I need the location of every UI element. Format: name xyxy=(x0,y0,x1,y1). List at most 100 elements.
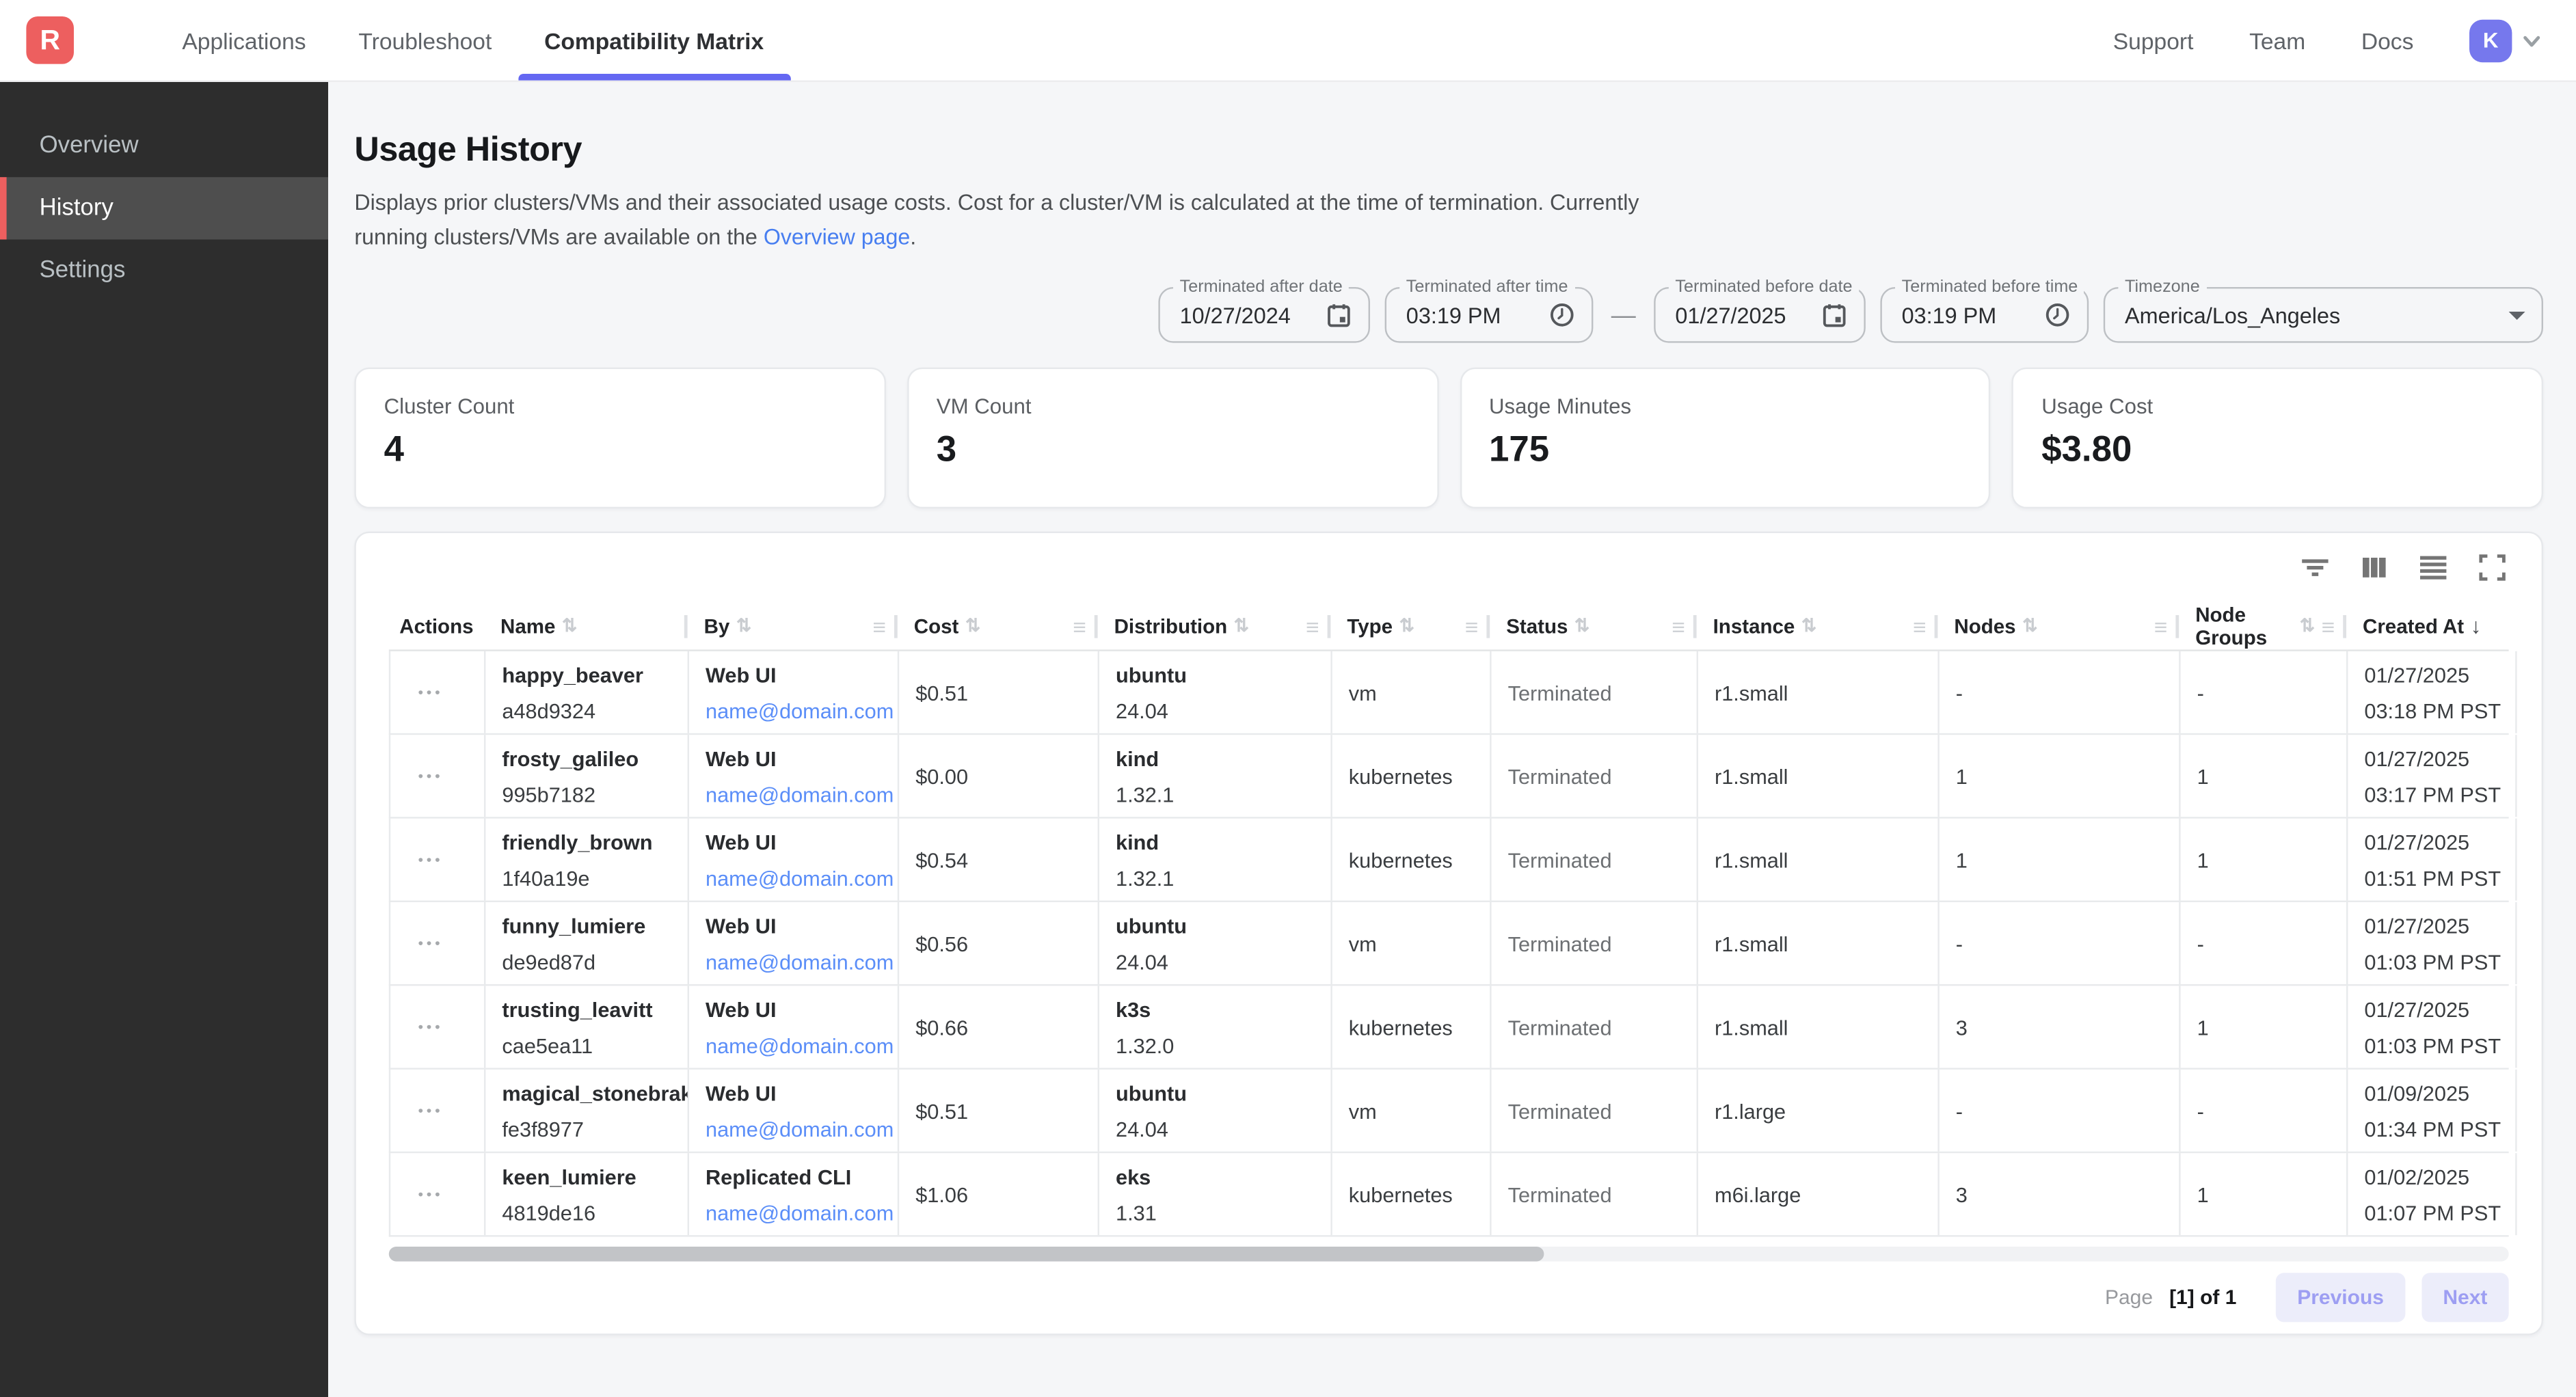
previous-page-button[interactable]: Previous xyxy=(2276,1273,2405,1322)
avatar[interactable]: K xyxy=(2469,19,2512,62)
column-header-name[interactable]: Name⇅ xyxy=(484,602,688,650)
created-by-email[interactable]: name@domain.com xyxy=(706,1033,885,1057)
overview-page-link[interactable]: Overview page xyxy=(764,225,910,249)
calendar-icon[interactable] xyxy=(1821,302,1847,328)
column-header-actions[interactable]: Actions xyxy=(389,602,484,650)
column-menu-icon[interactable]: ≡ xyxy=(1306,614,1319,638)
clock-icon[interactable] xyxy=(2044,302,2070,328)
columns-icon[interactable] xyxy=(2358,551,2391,584)
created-by-email[interactable]: name@domain.com xyxy=(706,1116,885,1141)
row-actions-icon[interactable]: ••• xyxy=(418,935,443,951)
nav-link-support[interactable]: Support xyxy=(2113,27,2194,53)
date-range-dash: — xyxy=(1608,301,1639,329)
column-menu-icon[interactable]: ≡ xyxy=(2322,614,2335,638)
column-header-nodes[interactable]: Nodes⇅≡ xyxy=(1937,602,2179,650)
field-label: Timezone xyxy=(2118,277,2206,297)
sort-icon[interactable]: ⇅ xyxy=(2022,615,2037,636)
created-date: 01/27/2025 xyxy=(2364,746,2502,770)
column-menu-icon[interactable]: ≡ xyxy=(2154,614,2168,638)
sort-desc-icon[interactable]: ↓ xyxy=(2471,614,2482,638)
timezone-select[interactable]: Timezone America/Los_Angeles xyxy=(2104,287,2543,343)
distribution-name: ubuntu xyxy=(1116,662,1317,686)
row-actions-icon[interactable]: ••• xyxy=(418,684,443,701)
chevron-down-icon[interactable] xyxy=(2520,29,2543,52)
name-cell: magical_stonebrakerfe3f8977 xyxy=(485,1070,689,1152)
row-actions-button[interactable]: ••• xyxy=(390,819,485,901)
column-menu-icon[interactable]: ≡ xyxy=(1672,614,1685,638)
column-menu-icon[interactable]: ≡ xyxy=(1073,614,1086,638)
nav-link-team[interactable]: Team xyxy=(2249,27,2305,53)
row-actions-button[interactable]: ••• xyxy=(390,1153,485,1235)
row-actions-icon[interactable]: ••• xyxy=(418,852,443,868)
instance-cell: r1.small xyxy=(1698,986,1940,1068)
column-menu-icon[interactable]: ≡ xyxy=(1465,614,1479,638)
filter-icon[interactable] xyxy=(2298,551,2331,584)
sort-icon[interactable]: ⇅ xyxy=(1574,615,1589,636)
created-by-email[interactable]: name@domain.com xyxy=(706,698,885,722)
row-actions-icon[interactable]: ••• xyxy=(418,1186,443,1202)
distribution-name: k3s xyxy=(1116,996,1317,1021)
horizontal-scrollbar[interactable] xyxy=(389,1247,2509,1262)
nav-link-docs[interactable]: Docs xyxy=(2361,27,2414,53)
node-groups-value: - xyxy=(2197,931,2333,955)
density-icon[interactable] xyxy=(2417,551,2450,584)
created-by-email[interactable]: name@domain.com xyxy=(706,1200,885,1225)
user-menu[interactable]: K xyxy=(2469,19,2543,62)
row-actions-icon[interactable]: ••• xyxy=(418,768,443,784)
fullscreen-icon[interactable] xyxy=(2476,551,2509,584)
column-header-node-groups[interactable]: Node Groups⇅≡ xyxy=(2179,602,2346,650)
row-actions-button[interactable]: ••• xyxy=(390,1070,485,1152)
row-actions-button[interactable]: ••• xyxy=(390,735,485,817)
clock-icon[interactable] xyxy=(1549,302,1575,328)
terminated-after-date-field[interactable]: Terminated after date 10/27/2024 xyxy=(1158,287,1370,343)
terminated-before-time-field[interactable]: Terminated before time 03:19 PM xyxy=(1880,287,2089,343)
sort-icon[interactable]: ⇅ xyxy=(1399,615,1414,636)
sort-icon[interactable]: ⇅ xyxy=(1801,615,1816,636)
next-page-button[interactable]: Next xyxy=(2421,1273,2508,1322)
row-actions-icon[interactable]: ••• xyxy=(418,1018,443,1035)
calendar-icon[interactable] xyxy=(1326,302,1352,328)
column-menu-icon[interactable]: ≡ xyxy=(1913,614,1927,638)
page-value: [1] of 1 xyxy=(2169,1286,2236,1310)
column-header-by[interactable]: By⇅≡ xyxy=(688,602,898,650)
tab-applications[interactable]: Applications xyxy=(156,0,332,81)
row-actions-button[interactable]: ••• xyxy=(390,902,485,984)
field-value: 10/27/2024 xyxy=(1180,303,1291,327)
column-header-distribution[interactable]: Distribution⇅≡ xyxy=(1098,602,1331,650)
sort-icon[interactable]: ⇅ xyxy=(562,615,577,636)
column-header-cost[interactable]: Cost⇅≡ xyxy=(898,602,1098,650)
terminated-after-time-field[interactable]: Terminated after time 03:19 PM xyxy=(1385,287,1594,343)
sort-icon[interactable]: ⇅ xyxy=(736,615,751,636)
distribution-name: ubuntu xyxy=(1116,913,1317,938)
column-header-created-at[interactable]: Created At↓ xyxy=(2346,602,2515,650)
sort-icon[interactable]: ⇅ xyxy=(965,615,980,636)
replicated-logo[interactable]: R xyxy=(26,16,74,64)
created-by-email[interactable]: name@domain.com xyxy=(706,782,885,806)
terminated-before-date-field[interactable]: Terminated before date 01/27/2025 xyxy=(1654,287,1866,343)
sidebar-item-settings[interactable]: Settings xyxy=(0,239,328,301)
column-header-instance[interactable]: Instance ⇅ ≡ xyxy=(1697,602,1938,650)
table-toolbar xyxy=(356,533,2542,602)
nodes-value: - xyxy=(1956,680,2166,705)
sidebar-item-history[interactable]: History xyxy=(0,177,328,239)
node-groups-cell: 1 xyxy=(2181,735,2348,817)
scrollbar-thumb[interactable] xyxy=(389,1247,1544,1262)
column-header-type[interactable]: Type⇅≡ xyxy=(1330,602,1490,650)
sort-icon[interactable]: ⇅ xyxy=(2300,615,2315,636)
row-actions-icon[interactable]: ••• xyxy=(418,1102,443,1119)
created-by-email[interactable]: name@domain.com xyxy=(706,865,885,890)
dropdown-arrow-icon[interactable] xyxy=(2509,311,2525,319)
tab-troubleshoot[interactable]: Troubleshoot xyxy=(332,0,518,81)
column-menu-icon[interactable]: ≡ xyxy=(872,614,886,638)
sidebar-item-overview[interactable]: Overview xyxy=(0,115,328,177)
name-cell: friendly_brown1f40a19e xyxy=(485,819,689,901)
column-header-status[interactable]: Status⇅≡ xyxy=(1490,602,1696,650)
created-by-email[interactable]: name@domain.com xyxy=(706,949,885,973)
sort-icon[interactable]: ⇅ xyxy=(1234,615,1249,636)
name-cell: keen_lumiere4819de16 xyxy=(485,1153,689,1235)
column-label: Instance xyxy=(1713,614,1795,638)
status-value: Terminated xyxy=(1508,680,1684,705)
row-actions-button[interactable]: ••• xyxy=(390,986,485,1068)
tab-compatibility-matrix[interactable]: Compatibility Matrix xyxy=(518,0,790,81)
row-actions-button[interactable]: ••• xyxy=(390,651,485,733)
